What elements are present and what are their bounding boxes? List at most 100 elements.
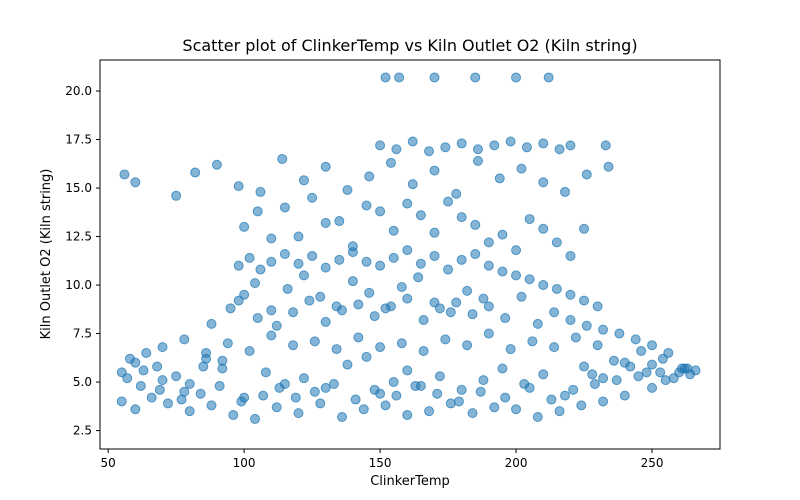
data-point (271, 402, 282, 413)
data-point (258, 390, 269, 401)
data-point (171, 371, 182, 382)
data-point (358, 404, 369, 415)
data-point (214, 380, 225, 391)
data-point (494, 173, 505, 184)
data-point (138, 365, 149, 376)
data-point (614, 328, 625, 339)
data-point (266, 233, 277, 244)
data-point (255, 186, 266, 197)
data-point (331, 344, 342, 355)
data-point (489, 140, 500, 151)
data-point (337, 411, 348, 422)
data-point (560, 390, 570, 401)
data-point (233, 260, 244, 271)
data-point (307, 250, 318, 261)
data-point (206, 318, 217, 329)
data-point (497, 363, 508, 374)
y-tick-label: 7.5 (73, 327, 92, 341)
data-point (309, 386, 320, 397)
data-point (470, 72, 481, 83)
y-axis-label: Kiln Outlet O2 (Kiln string) (39, 169, 54, 340)
data-point (676, 363, 687, 374)
data-point (236, 396, 247, 407)
data-point (560, 186, 570, 197)
data-point (443, 264, 454, 275)
data-point (565, 314, 576, 325)
data-point (429, 250, 440, 261)
data-point (364, 171, 375, 182)
data-point (603, 161, 614, 172)
data-point (429, 227, 440, 238)
data-point (527, 336, 538, 347)
data-point (532, 411, 543, 422)
x-tick-label: 150 (369, 456, 392, 470)
data-point (511, 404, 522, 415)
data-point (222, 338, 233, 349)
data-point (532, 318, 543, 329)
data-point (293, 231, 304, 242)
data-point (217, 363, 228, 374)
data-point (266, 305, 277, 316)
data-point (581, 169, 592, 180)
data-point (342, 184, 353, 195)
data-point (176, 394, 187, 405)
data-point (396, 282, 407, 292)
data-point (385, 157, 396, 168)
data-point (456, 138, 467, 149)
data-point (549, 342, 560, 353)
y-tick-label: 10.0 (65, 278, 92, 292)
data-point (309, 336, 320, 347)
data-point (239, 221, 250, 232)
data-point (260, 367, 271, 378)
data-point (619, 390, 630, 401)
data-point (141, 347, 152, 358)
data-point (402, 293, 413, 304)
data-point (551, 237, 562, 248)
data-point (119, 169, 130, 180)
data-point (288, 340, 299, 351)
data-point (130, 357, 141, 368)
data-point (152, 361, 163, 372)
data-point (511, 270, 522, 281)
data-point (190, 167, 201, 178)
y-tick-label: 15.0 (65, 181, 92, 195)
data-point (475, 386, 486, 397)
data-point (524, 274, 535, 285)
data-point (225, 303, 236, 314)
data-point (394, 72, 405, 83)
data-point (130, 177, 141, 188)
data-points (116, 72, 701, 424)
x-tick-label: 100 (233, 456, 256, 470)
data-point (130, 404, 141, 415)
y-tick-label: 20.0 (65, 84, 92, 98)
y-tick-label: 5.0 (73, 375, 92, 389)
data-point (489, 402, 500, 413)
data-point (516, 291, 527, 302)
data-point (369, 384, 380, 395)
data-point (350, 394, 361, 405)
data-point (538, 280, 549, 291)
data-point (663, 347, 674, 358)
data-point (320, 382, 331, 393)
data-point (244, 252, 255, 263)
data-point (456, 384, 467, 395)
data-point (320, 316, 331, 327)
data-point (579, 223, 590, 234)
data-point (122, 373, 133, 384)
x-tick-label: 250 (641, 456, 664, 470)
data-point (206, 400, 217, 411)
data-point (451, 297, 462, 308)
data-point (551, 283, 562, 294)
data-point (538, 138, 549, 149)
data-point (304, 295, 315, 306)
data-point (565, 250, 576, 261)
data-point (625, 361, 636, 372)
data-point (445, 398, 456, 409)
data-point (587, 369, 598, 380)
data-point (538, 177, 549, 188)
data-point (320, 262, 331, 273)
data-point (478, 375, 489, 386)
data-point (418, 314, 429, 325)
data-point (443, 196, 454, 207)
